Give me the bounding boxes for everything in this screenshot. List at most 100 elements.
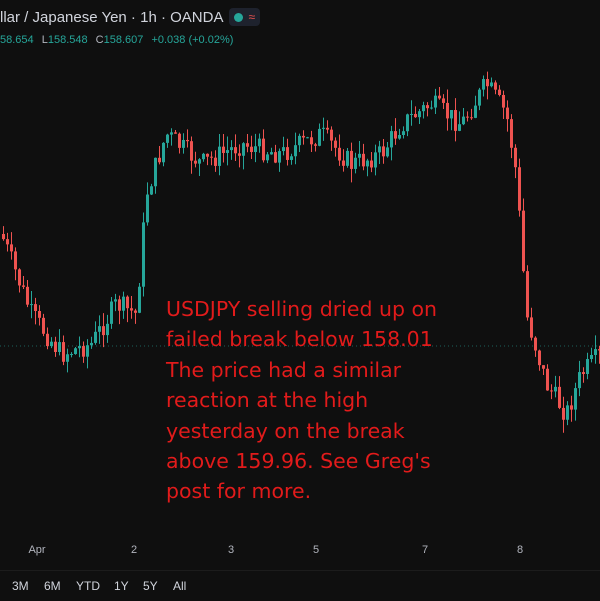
x-tick-label: 5	[312, 544, 320, 556]
candle	[470, 108, 473, 120]
ohlc-readout: 58.654 L158.548 C158.607 +0.038 (+0.02%)	[0, 34, 233, 46]
price-chart[interactable]: USDJPY selling dried up on failed break …	[0, 54, 600, 534]
candle	[202, 152, 205, 162]
range-button-6m[interactable]: 6M	[44, 579, 61, 593]
candle	[198, 158, 201, 176]
candle	[566, 401, 569, 426]
candle	[226, 136, 229, 166]
annotation-line: above 159.96. See Greg's	[166, 449, 431, 474]
candlestick-plot[interactable]	[0, 54, 600, 534]
range-button-1y[interactable]: 1Y	[114, 579, 129, 593]
candle	[342, 149, 345, 172]
symbol-title[interactable]: llar / Japanese Yen · 1h · OANDA	[0, 8, 224, 26]
candle	[254, 133, 257, 163]
range-button-5y[interactable]: 5Y	[143, 579, 158, 593]
candle	[10, 232, 13, 260]
candle	[586, 352, 589, 380]
candle	[166, 133, 169, 148]
annotation-line: reaction at the high	[166, 388, 369, 413]
candle	[26, 280, 29, 308]
candle	[418, 108, 421, 124]
candle	[558, 376, 561, 410]
candle	[318, 123, 321, 147]
candle	[382, 139, 385, 164]
candle	[486, 71, 489, 100]
candle	[442, 94, 445, 109]
candle	[266, 152, 269, 164]
candle	[6, 232, 9, 252]
x-tick-label: 2	[130, 544, 138, 556]
candle	[158, 145, 161, 165]
candle	[574, 382, 577, 421]
candle	[74, 346, 77, 355]
market-open-dot-icon	[234, 12, 244, 22]
candle	[370, 152, 373, 173]
candle	[474, 95, 477, 119]
candle	[178, 132, 181, 154]
candle	[190, 136, 193, 174]
date-range-bar: 3M 6M YTD 1Y 5Y All	[0, 570, 600, 601]
candle	[466, 111, 469, 122]
candle	[294, 132, 297, 165]
candle	[458, 111, 461, 132]
candle	[378, 140, 381, 164]
x-tick-label: 8	[516, 544, 524, 556]
range-button-ytd[interactable]: YTD	[76, 579, 100, 593]
candle	[78, 336, 81, 358]
candle	[438, 86, 441, 100]
candle	[70, 352, 73, 358]
candle	[302, 130, 305, 145]
candle	[214, 150, 217, 172]
candle	[518, 158, 521, 217]
candle	[350, 142, 353, 183]
candle	[182, 133, 185, 154]
candle	[82, 341, 85, 363]
x-tick-label: 3	[227, 544, 235, 556]
annotation-line: yesterday on the break	[166, 418, 405, 443]
candle	[322, 117, 325, 141]
candle	[66, 348, 69, 373]
candle	[390, 125, 393, 161]
candle	[386, 142, 389, 158]
candle	[498, 85, 501, 97]
candle	[414, 106, 417, 118]
candle	[262, 129, 265, 163]
candle	[186, 129, 189, 148]
candle	[374, 144, 377, 176]
candle	[242, 142, 245, 170]
low-key: L	[41, 34, 48, 46]
candle	[194, 151, 197, 168]
candle	[434, 88, 437, 114]
market-status-pill[interactable]: ≈	[229, 8, 261, 26]
candle	[14, 247, 17, 281]
range-button-all[interactable]: All	[173, 579, 187, 593]
candle	[482, 75, 485, 97]
candle	[394, 118, 397, 145]
range-button-3m[interactable]: 3M	[12, 579, 29, 593]
candle	[118, 295, 121, 325]
candle	[422, 101, 425, 119]
wave-icon: ≈	[248, 10, 256, 24]
symbol-title-row[interactable]: llar / Japanese Yen · 1h · OANDA ≈	[0, 8, 261, 26]
candle	[502, 90, 505, 120]
candle	[478, 87, 481, 111]
candle	[358, 140, 361, 167]
candle	[170, 128, 173, 146]
candle	[554, 375, 557, 398]
candle	[278, 148, 281, 172]
candle	[122, 291, 125, 319]
candle	[162, 142, 165, 167]
candle	[594, 335, 597, 364]
candle	[410, 100, 413, 126]
candle	[546, 364, 549, 391]
candle	[130, 295, 133, 319]
ohlc-partial-value: 58.654	[0, 34, 34, 46]
time-axis[interactable]: Apr 2 3 5 7 8	[0, 534, 600, 566]
candle	[490, 77, 493, 88]
candle	[234, 134, 237, 161]
candle	[250, 135, 253, 160]
candle	[426, 102, 429, 117]
candle	[50, 337, 53, 349]
close-key: C	[95, 34, 104, 46]
x-tick-label: 7	[421, 544, 429, 556]
